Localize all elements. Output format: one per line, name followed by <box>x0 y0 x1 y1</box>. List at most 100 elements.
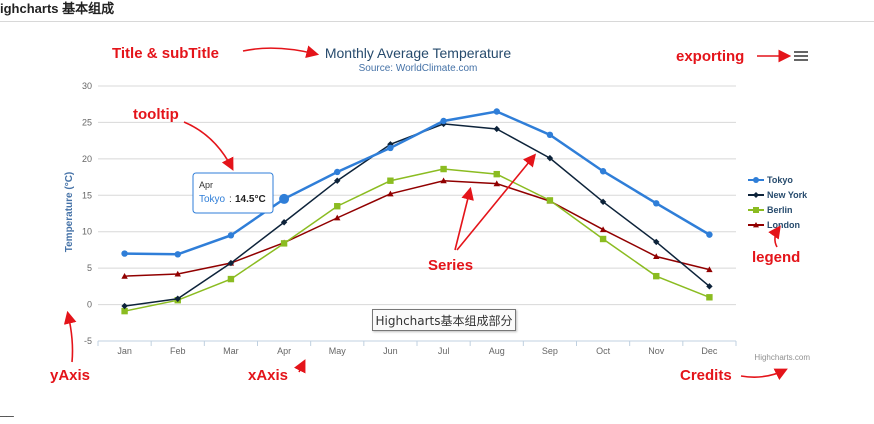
point-marker[interactable] <box>753 222 759 228</box>
point-marker[interactable] <box>653 238 660 246</box>
point-marker[interactable] <box>387 177 394 184</box>
arrow-series-2 <box>456 153 537 251</box>
point-marker[interactable] <box>280 219 288 226</box>
x-axis-ticks: Jan Feb Mar Apr May Jun Jul Aug Sep Oct Nov Dec <box>97 341 737 356</box>
page-bottom-text: ▔▔ <box>0 416 14 424</box>
tooltip: Apr Tokyo : 14.5°C <box>192 172 274 214</box>
legend: Tokyo New York Berlin London <box>748 175 808 230</box>
point-marker[interactable] <box>706 231 713 238</box>
legend-label: Berlin <box>767 205 793 215</box>
point-marker[interactable] <box>706 283 713 290</box>
point-marker[interactable] <box>121 250 128 257</box>
point-marker[interactable] <box>227 259 235 267</box>
point-marker[interactable] <box>280 240 288 247</box>
point-marker[interactable] <box>599 198 607 206</box>
point-marker[interactable] <box>440 177 447 184</box>
point-marker[interactable] <box>387 144 394 152</box>
point-marker[interactable] <box>493 125 500 133</box>
annotation-series: Series <box>428 257 473 274</box>
x-tick-label: Oct <box>596 346 611 356</box>
point-marker[interactable] <box>121 302 128 310</box>
x-tick-label: Jan <box>117 346 132 356</box>
point-marker[interactable] <box>387 190 394 197</box>
point-marker[interactable] <box>227 232 235 239</box>
y-tick-label: 15 <box>82 190 92 200</box>
point-marker[interactable] <box>440 165 447 173</box>
point-marker[interactable] <box>546 154 554 162</box>
legend-item[interactable]: London <box>748 220 800 230</box>
x-tick-label: May <box>329 346 347 356</box>
point-marker[interactable] <box>653 272 660 280</box>
series-layer <box>121 108 713 315</box>
arrow-xaxis <box>293 359 306 374</box>
point-marker[interactable] <box>334 214 341 221</box>
point-marker[interactable] <box>493 170 500 178</box>
series-line[interactable] <box>124 110 711 256</box>
x-tick-label: Mar <box>223 346 239 356</box>
y-tick-label: 5 <box>87 263 92 273</box>
point-marker[interactable] <box>279 193 290 204</box>
point-marker[interactable] <box>753 192 759 198</box>
point-marker[interactable] <box>334 168 341 176</box>
point-marker[interactable] <box>599 235 607 243</box>
point-marker[interactable] <box>174 270 181 277</box>
point-marker[interactable] <box>653 200 660 207</box>
point-marker[interactable] <box>121 307 128 315</box>
point-marker[interactable] <box>706 294 713 301</box>
point-marker[interactable] <box>334 203 341 210</box>
y-tick-label: 20 <box>82 154 92 164</box>
series-new-york[interactable] <box>121 120 713 310</box>
annotation-title-subtitle: Title & subTitle <box>112 45 219 62</box>
point-marker[interactable] <box>599 168 607 175</box>
point-marker[interactable] <box>493 108 500 115</box>
point-marker[interactable] <box>334 177 341 184</box>
tooltip-colon: : <box>229 194 232 205</box>
chart-title: Monthly Average Temperature <box>325 45 511 61</box>
annotation-exporting: exporting <box>676 48 744 65</box>
point-marker[interactable] <box>706 266 713 273</box>
legend-item[interactable]: Tokyo <box>748 175 793 185</box>
point-marker[interactable] <box>493 180 500 187</box>
arrow-series-1 <box>454 186 474 251</box>
legend-item[interactable]: Berlin <box>748 205 793 215</box>
x-tick-label: Sep <box>542 346 558 356</box>
point-marker[interactable] <box>174 295 181 302</box>
point-marker[interactable] <box>546 197 554 204</box>
point-marker[interactable] <box>546 131 554 139</box>
series-line[interactable] <box>124 168 710 312</box>
annotation-credits: Credits <box>680 367 732 384</box>
tooltip-value: 14.5°C <box>235 194 266 205</box>
legend-label: New York <box>767 190 808 200</box>
y-axis-title: Temperature (°C) <box>64 172 75 253</box>
series-tokyo[interactable] <box>121 108 713 258</box>
point-marker[interactable] <box>121 272 128 279</box>
point-marker[interactable] <box>174 251 181 258</box>
arrow-yaxis <box>63 310 77 363</box>
legend-label: Tokyo <box>767 175 793 185</box>
menu-icon-bar <box>794 51 808 53</box>
credits-link[interactable]: Highcharts.com <box>754 353 810 362</box>
x-tick-label: Nov <box>648 346 665 356</box>
point-marker[interactable] <box>653 253 660 260</box>
legend-item[interactable]: New York <box>748 190 808 200</box>
x-tick-label: Jul <box>438 346 450 356</box>
exporting-button[interactable] <box>794 51 808 61</box>
arrow-title <box>242 45 320 58</box>
chart-subtitle: Source: WorldClimate.com <box>359 63 478 74</box>
point-marker[interactable] <box>227 275 235 283</box>
series-berlin[interactable] <box>121 165 713 315</box>
y-tick-label: 0 <box>87 300 92 310</box>
point-marker[interactable] <box>440 117 447 125</box>
annotation-tooltip: tooltip <box>133 106 179 123</box>
tooltip-category: Apr <box>199 180 213 190</box>
point-marker[interactable] <box>753 207 759 213</box>
page-title: ighcharts 基本组成 <box>0 1 115 16</box>
x-tick-label: Apr <box>277 346 291 356</box>
tooltip-series: Tokyo <box>199 194 226 205</box>
point-marker[interactable] <box>599 226 607 233</box>
series-line[interactable] <box>124 123 710 307</box>
series-line[interactable] <box>124 179 710 277</box>
y-tick-label: 30 <box>82 81 92 91</box>
point-marker[interactable] <box>753 177 759 183</box>
grid-lines <box>98 85 736 342</box>
